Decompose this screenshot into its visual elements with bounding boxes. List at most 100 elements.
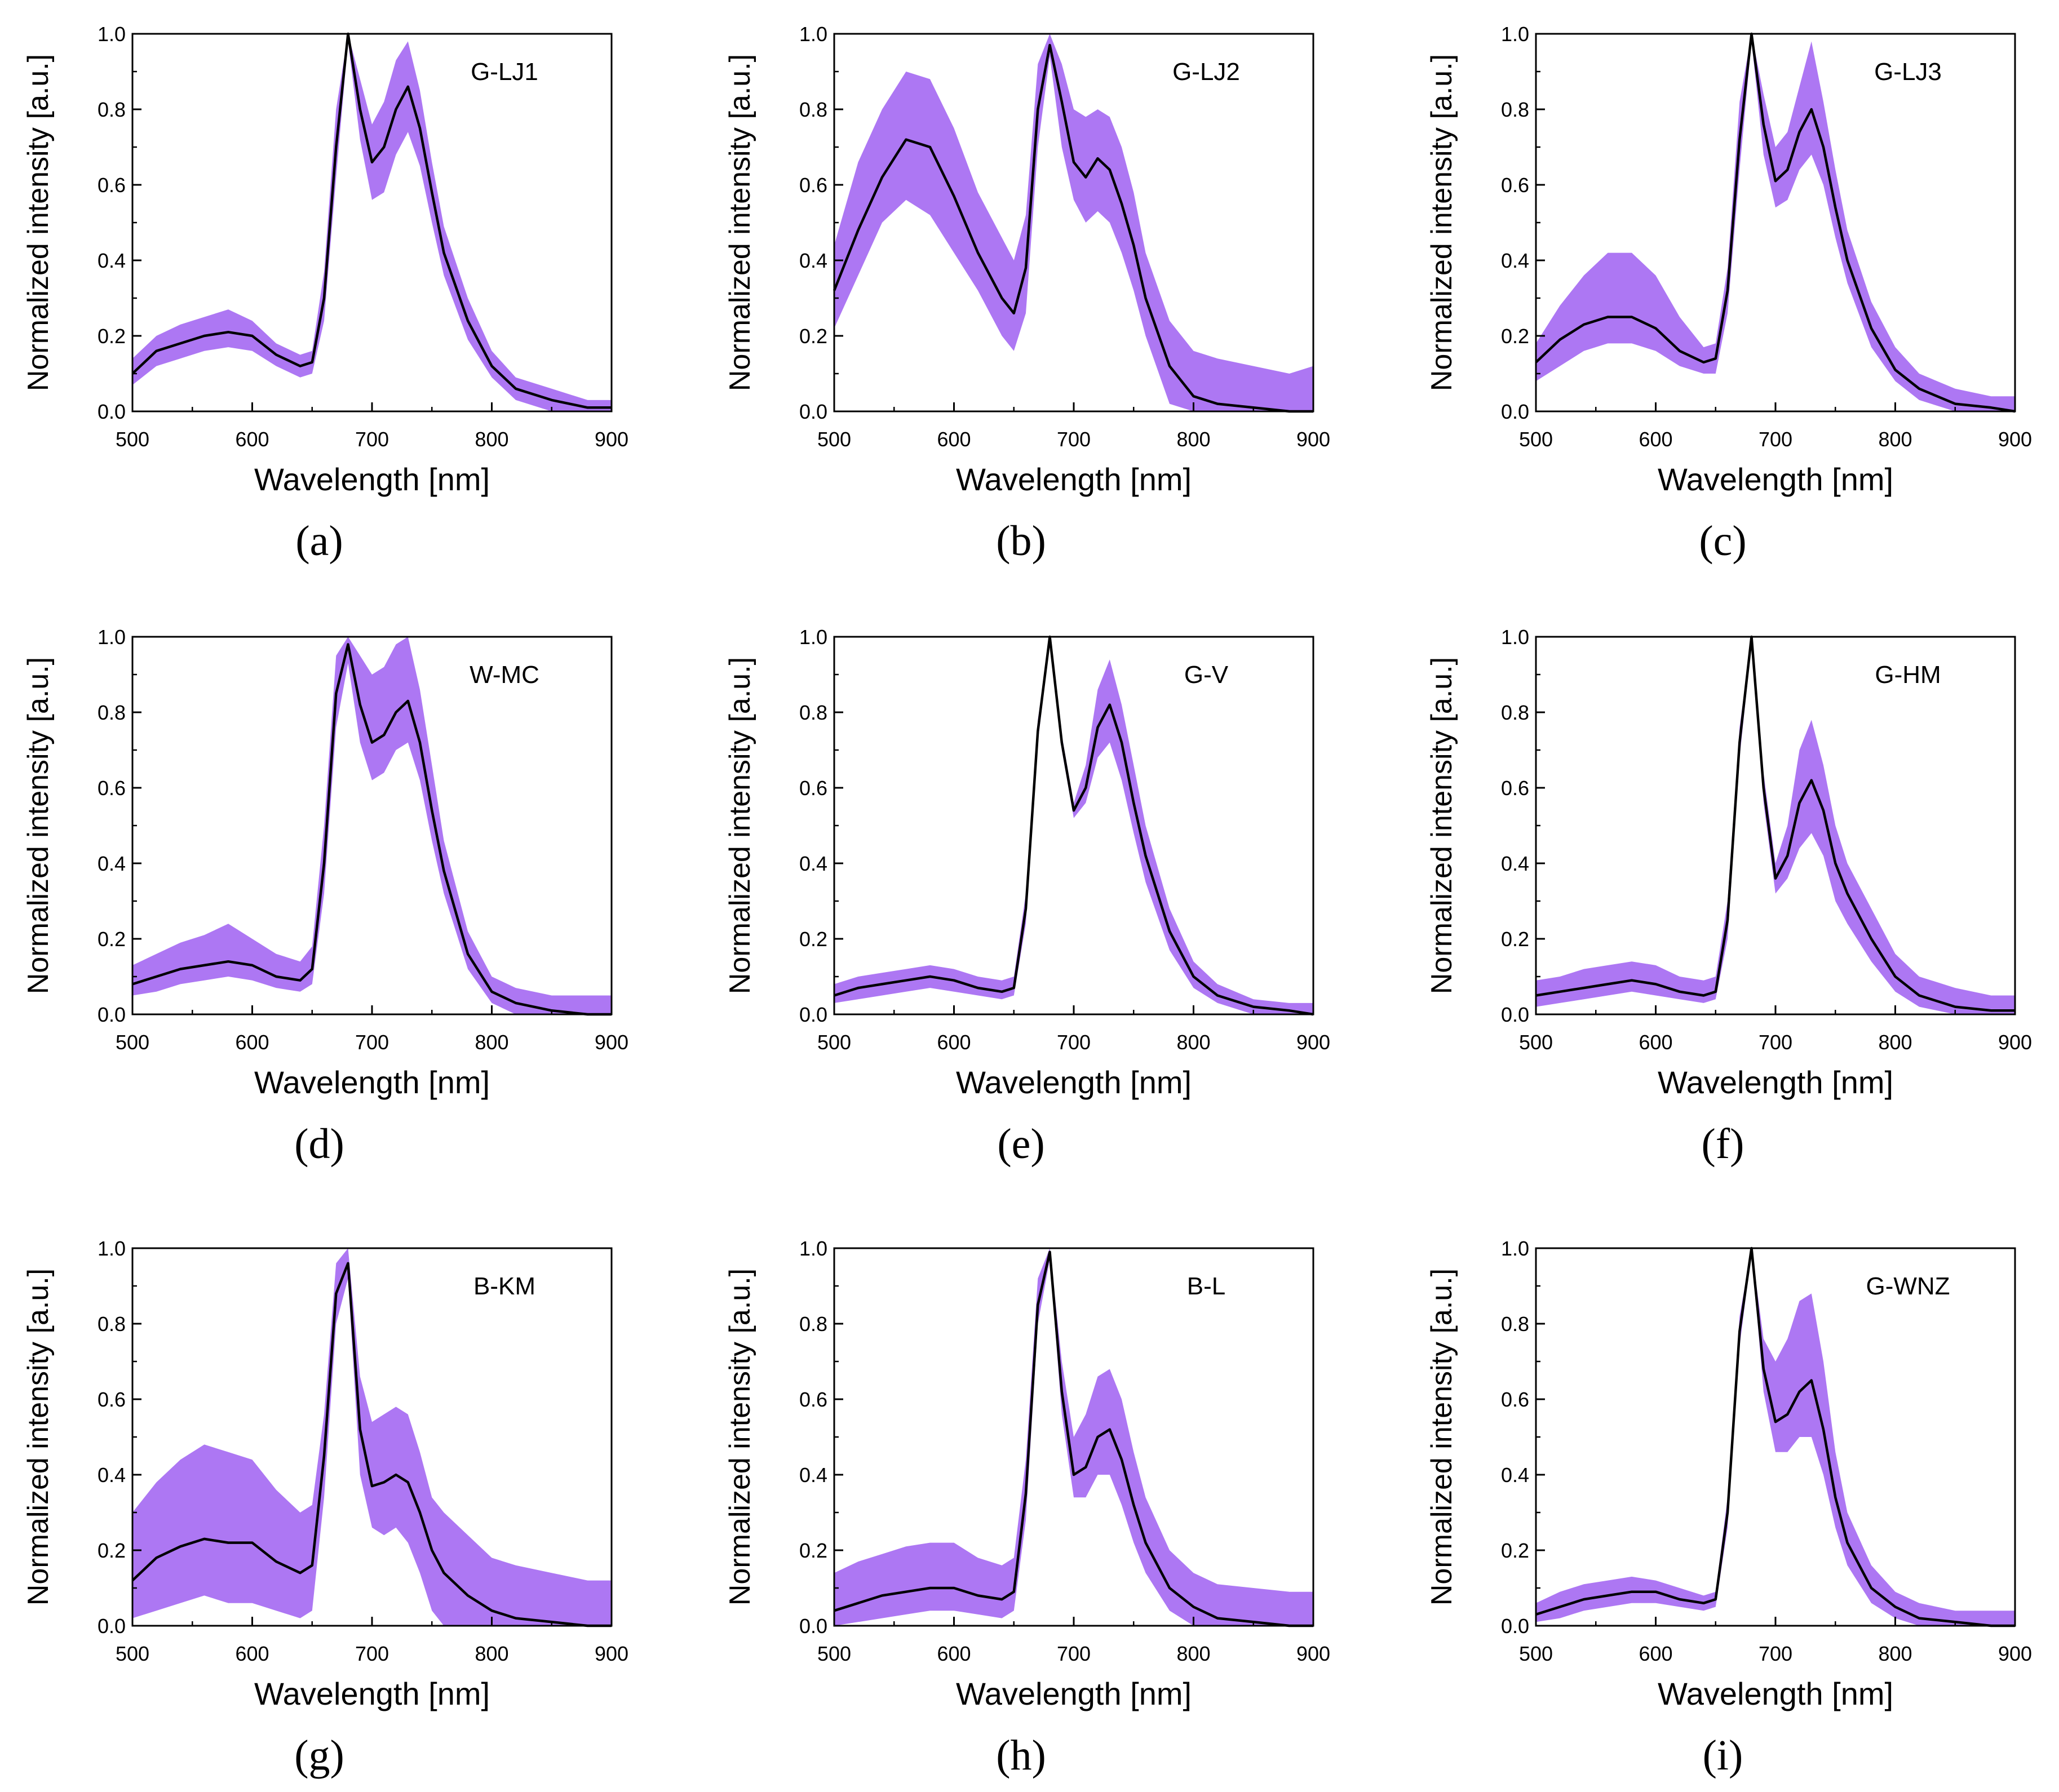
- y-tick-label: 1.0: [799, 626, 827, 649]
- std-band: [1536, 1248, 2015, 1626]
- y-tick-label: 0.6: [799, 1388, 827, 1411]
- y-tick-label: 1.0: [1501, 23, 1529, 46]
- sample-label: G-WNZ: [1866, 1272, 1950, 1300]
- x-tick-label: 900: [595, 428, 628, 451]
- y-tick-label: 1.0: [1501, 626, 1529, 649]
- x-tick-label: 900: [1296, 1031, 1330, 1054]
- panel-label: (i): [1703, 1732, 1743, 1779]
- mean-line: [131, 1262, 612, 1627]
- sample-label: W-MC: [470, 661, 539, 689]
- y-tick-label: 0.6: [799, 777, 827, 800]
- panel-label: (c): [1699, 517, 1746, 565]
- std-band: [132, 637, 612, 1014]
- y-tick-label: 0.2: [1501, 1539, 1529, 1562]
- x-tick-label: 800: [1176, 428, 1210, 451]
- chart-panel-h: 500 600 700 800 900 0.0 0.2 0.4 0.6 0.8 1.0 Wavelen…: [724, 1237, 1330, 1779]
- sample-label: G-LJ1: [471, 58, 538, 86]
- x-tick-label: 500: [1519, 428, 1553, 451]
- panel-label: (a): [295, 517, 343, 565]
- axes-frame: [131, 33, 613, 412]
- x-axis-title: Wavelength [nm]: [1658, 1064, 1893, 1100]
- y-axis-title: Normalized intensity [a.u.]: [1425, 1268, 1458, 1605]
- y-tick-label: 1.0: [98, 1237, 126, 1260]
- y-tick-label: 0.2: [1501, 928, 1529, 951]
- y-tick-label: 0.0: [98, 1614, 126, 1638]
- x-tick-label: 800: [475, 1031, 508, 1054]
- x-tick-label: 800: [1176, 1642, 1210, 1665]
- y-tick-label: 0.4: [1501, 1463, 1529, 1487]
- x-tick-label: 900: [1998, 1642, 2032, 1665]
- x-tick-label: 500: [1519, 1642, 1553, 1665]
- y-tick-label: 0.2: [98, 928, 126, 951]
- x-tick-label: 700: [355, 1642, 389, 1665]
- x-axis-title: Wavelength [nm]: [254, 1064, 490, 1100]
- mean-line: [834, 635, 1314, 1016]
- chart-panel-i: 500 600 700 800 900 0.0 0.2 0.4 0.6 0.8 1.0 Wavelen…: [1425, 1237, 2032, 1779]
- x-tick-label: 500: [817, 428, 851, 451]
- sample-label: B-KM: [473, 1272, 535, 1300]
- x-tick-label: 500: [817, 1031, 851, 1054]
- x-tick-label: 700: [1057, 428, 1091, 451]
- y-tick-label: 0.6: [799, 174, 827, 197]
- y-tick-label: 1.0: [1501, 1237, 1529, 1260]
- x-tick-label: 700: [1057, 1031, 1091, 1054]
- x-tick-label: 800: [1878, 1642, 1912, 1665]
- y-tick-label: 0.8: [1501, 701, 1529, 724]
- y-tick-label: 0.4: [98, 249, 126, 272]
- y-axis-title: Normalized intensity [a.u.]: [724, 54, 756, 391]
- y-tick-label: 0.6: [98, 174, 126, 197]
- y-tick-label: 0.2: [799, 928, 827, 951]
- x-tick-label: 700: [355, 1031, 389, 1054]
- x-tick-label: 700: [1057, 1642, 1091, 1665]
- axes-frame: [833, 636, 1314, 1015]
- mean-line: [833, 43, 1313, 413]
- x-tick-label: 900: [595, 1031, 628, 1054]
- x-tick-label: 600: [937, 1031, 971, 1054]
- y-tick-label: 0.6: [1501, 1388, 1529, 1411]
- std-band: [834, 1248, 1313, 1626]
- chart-panel-b: 500 600 700 800 900 0.0 0.2 0.4 0.6 0.8 1.0 Wavelen…: [724, 23, 1330, 565]
- mean-line: [131, 32, 612, 409]
- panel-label: (g): [294, 1732, 344, 1779]
- x-tick-label: 500: [817, 1642, 851, 1665]
- x-tick-label: 900: [1998, 1031, 2032, 1054]
- y-tick-label: 0.8: [799, 98, 827, 121]
- mean-line: [1535, 635, 2015, 1012]
- panel-label: (h): [996, 1732, 1046, 1779]
- y-tick-label: 0.0: [1501, 400, 1529, 423]
- std-band: [1536, 34, 2015, 411]
- x-axis-title: Wavelength [nm]: [1658, 462, 1893, 497]
- y-tick-label: 0.6: [1501, 777, 1529, 800]
- y-tick-label: 0.4: [799, 852, 827, 875]
- y-tick-label: 0.0: [98, 1003, 126, 1026]
- chart-panel-c: 500 600 700 800 900 0.0 0.2 0.4 0.6 0.8 1.0 Wavelen…: [1425, 23, 2032, 565]
- y-tick-label: 1.0: [799, 1237, 827, 1260]
- y-tick-label: 0.2: [98, 1539, 126, 1562]
- x-tick-label: 700: [355, 428, 389, 451]
- x-tick-label: 900: [1998, 428, 2032, 451]
- y-tick-label: 0.8: [98, 98, 126, 121]
- y-tick-label: 1.0: [98, 23, 126, 46]
- y-axis-title: Normalized intensity [a.u.]: [724, 1268, 756, 1605]
- std-band: [132, 34, 612, 411]
- x-tick-label: 500: [116, 1642, 149, 1665]
- sample-label: G-LJ3: [1874, 58, 1942, 86]
- y-tick-label: 0.2: [799, 1539, 827, 1562]
- x-tick-label: 600: [1639, 1642, 1672, 1665]
- y-tick-label: 0.8: [98, 1312, 126, 1336]
- y-tick-label: 0.6: [98, 777, 126, 800]
- sample-label: G-HM: [1875, 661, 1941, 689]
- y-axis-title: Normalized intensity [a.u.]: [22, 657, 55, 994]
- panel-label: (d): [294, 1120, 344, 1168]
- x-tick-label: 500: [116, 1031, 149, 1054]
- x-tick-label: 900: [1296, 428, 1330, 451]
- chart-panel-f: 500 600 700 800 900 0.0 0.2 0.4 0.6 0.8 1.0 Wavelen…: [1425, 626, 2032, 1168]
- y-tick-label: 0.4: [1501, 852, 1529, 875]
- sample-label: G-LJ2: [1172, 58, 1240, 86]
- y-axis-title: Normalized intensity [a.u.]: [22, 54, 55, 391]
- y-tick-label: 0.2: [799, 325, 827, 348]
- y-axis-title: Normalized intensity [a.u.]: [1425, 657, 1458, 994]
- x-tick-label: 900: [1296, 1642, 1330, 1665]
- x-tick-label: 600: [1639, 1031, 1672, 1054]
